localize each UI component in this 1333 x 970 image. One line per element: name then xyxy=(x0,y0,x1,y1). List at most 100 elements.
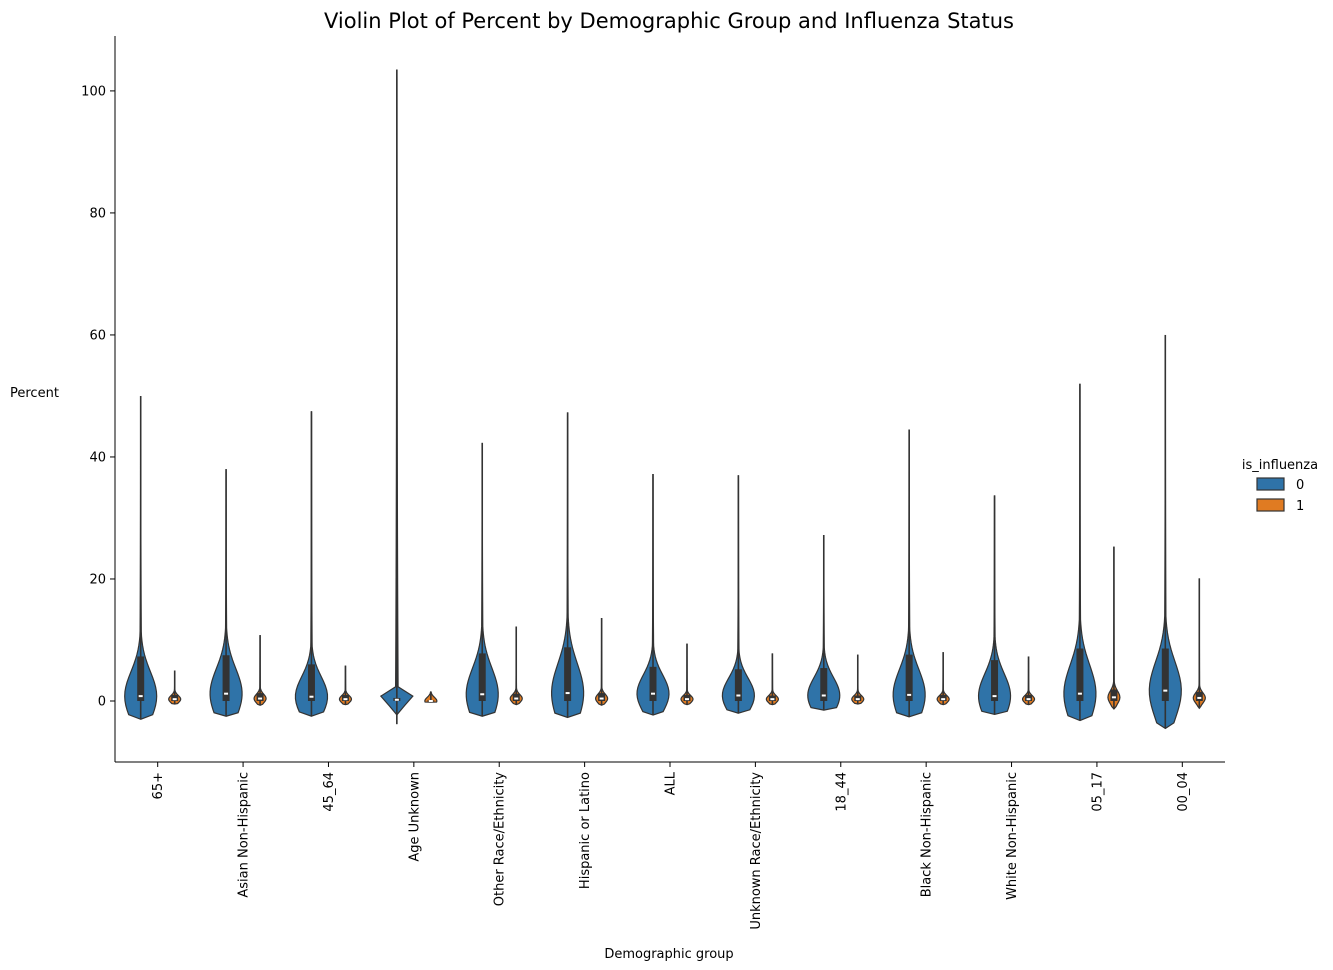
violin-iqr-box xyxy=(512,693,520,701)
legend-swatch-1 xyxy=(1256,498,1285,512)
violin-iqr-box xyxy=(171,694,179,701)
violin-iqr-box xyxy=(341,694,349,701)
x-tick-label: ALL xyxy=(664,771,679,795)
violin-median xyxy=(343,698,348,701)
violin-1-7 xyxy=(765,653,779,706)
legend-title: is_influenza xyxy=(1242,458,1318,473)
violin-iqr-box xyxy=(598,693,606,701)
x-tick-label: 05_17 xyxy=(1090,772,1105,812)
violin-iqr-box xyxy=(991,660,999,701)
violin-median xyxy=(480,693,485,696)
violin-1-9 xyxy=(936,652,950,706)
y-tick-label: 0 xyxy=(98,694,106,709)
violin-0-6 xyxy=(636,474,670,716)
violin-median xyxy=(394,698,399,701)
violin-iqr-box xyxy=(137,656,145,701)
violin-0-10 xyxy=(977,495,1012,716)
violin-iqr-box xyxy=(820,668,828,701)
violin-0-9 xyxy=(892,429,926,718)
x-tick-label: Asian Non-Hispanic xyxy=(237,772,252,898)
x-tick-label: 45_64 xyxy=(322,772,337,812)
violin-1-11 xyxy=(1107,546,1121,710)
violin-0-3 xyxy=(379,69,414,725)
violin-0-5 xyxy=(551,412,585,719)
x-axis: 65+ Asian Non-Hispanic 45_64 Age Unknown Oth… xyxy=(115,761,1225,930)
violin-0-0 xyxy=(124,395,158,720)
violin-1-4 xyxy=(509,626,523,706)
violin-median xyxy=(651,692,655,695)
violin-median xyxy=(736,694,741,697)
y-tick-label: 80 xyxy=(89,206,106,221)
violin-median xyxy=(1111,696,1116,699)
y-axis-label: Percent xyxy=(10,386,59,401)
violin-1-2 xyxy=(338,665,353,706)
series-0 xyxy=(124,69,1182,730)
violin-iqr-box xyxy=(1110,689,1118,701)
violin-median xyxy=(1077,692,1082,695)
violin-median xyxy=(941,698,946,701)
violin-0-4 xyxy=(465,442,499,717)
violin-median xyxy=(821,694,826,697)
violin-iqr-box xyxy=(734,669,742,701)
violin-1-6 xyxy=(680,643,694,706)
y-axis: 0 20 40 60 80 100 xyxy=(81,36,116,762)
violin-0-2 xyxy=(294,411,329,717)
legend-label-1: 1 xyxy=(1296,499,1304,514)
violin-median xyxy=(428,699,433,702)
violin-median xyxy=(514,697,519,700)
violin-iqr-box xyxy=(478,653,486,701)
violin-0-1 xyxy=(209,469,243,717)
violin-0-12 xyxy=(1148,334,1182,730)
violin-iqr-box xyxy=(256,693,264,701)
violin-1-1 xyxy=(253,635,267,706)
violin-iqr-box xyxy=(564,647,572,701)
violin-median xyxy=(855,698,860,701)
violin-1-0 xyxy=(168,670,182,705)
violin-iqr-box xyxy=(1025,694,1033,701)
violin-iqr-box xyxy=(905,654,913,701)
violin-median xyxy=(138,695,143,698)
violin-iqr-box xyxy=(649,666,657,701)
violin-median xyxy=(685,698,689,701)
violin-1-10 xyxy=(1021,656,1036,706)
x-tick-label: 65+ xyxy=(151,772,166,799)
chart-title: Violin Plot of Percent by Demographic Gr… xyxy=(324,9,1014,33)
plot-area xyxy=(124,69,1206,730)
x-tick-label: Unknown Race/Ethnicity xyxy=(749,772,764,930)
violin-1-3 xyxy=(424,691,438,703)
violin-iqr-box xyxy=(1161,648,1169,701)
violin-median xyxy=(1163,689,1168,692)
violin-0-11 xyxy=(1063,383,1097,722)
legend-swatch-0 xyxy=(1256,477,1285,491)
y-tick-label: 20 xyxy=(89,572,106,587)
violin-iqr-box xyxy=(939,694,947,701)
violin-median xyxy=(1026,698,1031,701)
y-tick-label: 40 xyxy=(89,450,106,465)
series-1 xyxy=(168,546,1206,710)
legend-entry-0: 0 xyxy=(1256,477,1304,493)
x-tick-label: White Non-Hispanic xyxy=(1005,772,1020,900)
violin-1-5 xyxy=(595,618,609,706)
violin-median xyxy=(565,692,570,695)
violin-median xyxy=(770,698,775,701)
y-tick-label: 100 xyxy=(81,84,106,99)
violin-median xyxy=(992,695,997,698)
violin-median xyxy=(309,695,314,698)
legend-label-0: 0 xyxy=(1296,478,1304,493)
violin-0-8 xyxy=(807,535,841,711)
violin-iqr-box xyxy=(307,664,315,701)
violin-iqr-box xyxy=(1076,648,1084,701)
violin-1-8 xyxy=(851,654,865,705)
violin-median xyxy=(907,693,912,696)
x-tick-label: Other Race/Ethnicity xyxy=(493,772,508,907)
legend: is_influenza 0 1 xyxy=(1242,458,1318,514)
violin-iqr-box xyxy=(683,694,691,701)
violin-median xyxy=(172,698,177,701)
violin-median xyxy=(599,697,604,700)
violin-median xyxy=(224,692,229,695)
x-tick-label: Age Unknown xyxy=(407,772,422,862)
x-tick-label: Black Non-Hispanic xyxy=(920,772,935,897)
violin-0-7 xyxy=(721,475,755,714)
violin-median xyxy=(1197,696,1202,699)
